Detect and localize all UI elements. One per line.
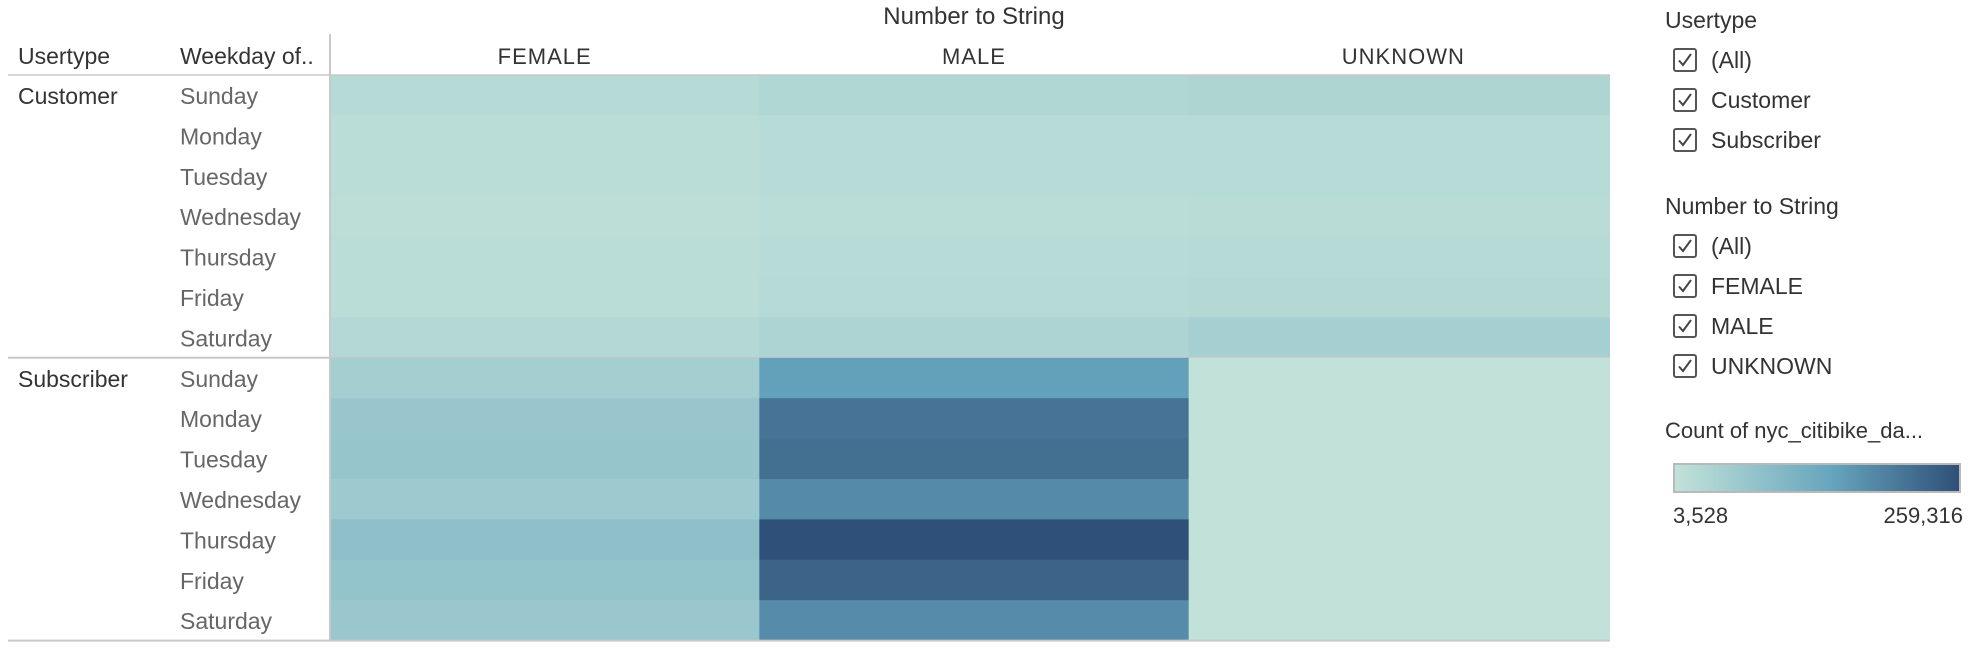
gender-filter-all[interactable]: (All) bbox=[1673, 230, 1752, 262]
row-header-weekday: Weekday of.. bbox=[180, 43, 314, 69]
weekday-label: Friday bbox=[180, 568, 244, 594]
heatmap-cell bbox=[759, 196, 1190, 238]
filter-item-label: Customer bbox=[1711, 86, 1811, 113]
heatmap-cell bbox=[1188, 317, 1610, 359]
heatmap-cell bbox=[330, 519, 760, 561]
number-to-string-filter-title: Number to String bbox=[1665, 193, 1839, 219]
heatmap-cell bbox=[1188, 559, 1610, 601]
heatmap-cell bbox=[330, 236, 760, 278]
weekday-label: Monday bbox=[180, 406, 262, 432]
heatmap-cell bbox=[759, 155, 1190, 197]
heatmap-cell bbox=[330, 398, 760, 440]
heatmap-cell bbox=[759, 236, 1190, 278]
heatmap-svg: Number to String Usertype Weekday of.. FEMA… bbox=[8, 3, 1610, 642]
heatmap-chart: Number to String Usertype Weekday of.. FEMA… bbox=[8, 3, 1610, 642]
heatmap-cell bbox=[330, 600, 760, 642]
heatmap-cell bbox=[330, 75, 760, 116]
heatmap-cell bbox=[1188, 600, 1610, 642]
weekday-label: Wednesday bbox=[180, 204, 302, 230]
filter-item-label: UNKNOWN bbox=[1711, 352, 1833, 379]
checkbox-checked-icon[interactable] bbox=[1673, 354, 1697, 378]
weekday-label: Thursday bbox=[180, 245, 276, 271]
weekday-label: Saturday bbox=[180, 325, 273, 351]
heatmap-cell bbox=[759, 398, 1190, 440]
heatmap-cell bbox=[759, 277, 1190, 318]
heatmap-cell bbox=[1188, 277, 1610, 318]
heatmap-cell bbox=[759, 317, 1190, 359]
color-legend-title: Count of nyc_citibike_da... bbox=[1665, 418, 1924, 443]
row-header-usertype: Usertype bbox=[18, 43, 110, 69]
filter-item-label: FEMALE bbox=[1711, 272, 1804, 299]
filter-item-label: MALE bbox=[1711, 312, 1774, 339]
heatmap-cell bbox=[330, 196, 760, 238]
heatmap-cell bbox=[759, 519, 1190, 561]
color-legend-ramp bbox=[1673, 463, 1961, 493]
weekday-label: Sunday bbox=[180, 83, 259, 109]
heatmap-cell bbox=[1188, 115, 1610, 157]
weekday-label: Saturday bbox=[180, 608, 273, 634]
heatmap-cell bbox=[1188, 398, 1610, 440]
weekday-label: Sunday bbox=[180, 366, 259, 392]
filter-item-label: Subscriber bbox=[1711, 126, 1821, 153]
heatmap-cell bbox=[1188, 479, 1610, 520]
usertype-label: Customer bbox=[18, 83, 118, 109]
heatmap-cell bbox=[330, 438, 760, 480]
heatmap-cell bbox=[330, 559, 760, 601]
usertype-filter-all[interactable]: (All) bbox=[1673, 44, 1752, 76]
heatmap-cell bbox=[1188, 438, 1610, 480]
column-label: MALE bbox=[942, 44, 1006, 69]
color-legend-max: 259,316 bbox=[1883, 503, 1963, 528]
heatmap-cell bbox=[759, 357, 1190, 399]
heatmap-cell bbox=[1188, 357, 1610, 399]
usertype-filter-title: Usertype bbox=[1665, 7, 1758, 33]
heatmap-cell bbox=[330, 115, 760, 157]
column-label: FEMALE bbox=[498, 44, 592, 69]
usertype-label: Subscriber bbox=[18, 366, 128, 392]
checkbox-checked-icon[interactable] bbox=[1673, 314, 1697, 338]
weekday-label: Monday bbox=[180, 123, 262, 149]
weekday-label: Friday bbox=[180, 285, 244, 311]
heatmap-cell bbox=[1188, 236, 1610, 278]
usertype-filter-subscriber[interactable]: Subscriber bbox=[1673, 124, 1821, 156]
filters-panel: Usertype (All) Customer Subscriber Numbe… bbox=[1665, 0, 1965, 650]
heatmap-cell bbox=[759, 75, 1190, 116]
heatmap-cell bbox=[759, 438, 1190, 480]
checkbox-checked-icon[interactable] bbox=[1673, 48, 1697, 72]
filter-item-label: (All) bbox=[1711, 232, 1752, 259]
weekday-label: Wednesday bbox=[180, 487, 302, 513]
checkbox-checked-icon[interactable] bbox=[1673, 88, 1697, 112]
column-header-title: Number to String bbox=[883, 3, 1064, 30]
usertype-filter-customer[interactable]: Customer bbox=[1673, 84, 1811, 116]
heatmap-cell bbox=[1188, 155, 1610, 197]
weekday-label: Thursday bbox=[180, 527, 276, 553]
filter-item-label: (All) bbox=[1711, 46, 1752, 73]
heatmap-cell bbox=[759, 479, 1190, 520]
heatmap-cell bbox=[330, 479, 760, 520]
gender-filter-unknown[interactable]: UNKNOWN bbox=[1673, 350, 1832, 382]
gender-filter-male[interactable]: MALE bbox=[1673, 310, 1774, 342]
weekday-label: Tuesday bbox=[180, 164, 268, 190]
heatmap-cell bbox=[330, 155, 760, 197]
heatmap-cell bbox=[759, 600, 1190, 642]
color-legend-min: 3,528 bbox=[1673, 503, 1729, 528]
checkbox-checked-icon[interactable] bbox=[1673, 234, 1697, 258]
heatmap-cell bbox=[759, 115, 1190, 157]
heatmap-cell bbox=[330, 317, 760, 359]
heatmap-cell bbox=[1188, 75, 1610, 116]
weekday-label: Tuesday bbox=[180, 447, 268, 473]
heatmap-cell bbox=[1188, 519, 1610, 561]
heatmap-cell bbox=[330, 357, 760, 399]
heatmap-cell bbox=[330, 277, 760, 318]
checkbox-checked-icon[interactable] bbox=[1673, 128, 1697, 152]
gender-filter-female[interactable]: FEMALE bbox=[1673, 270, 1803, 302]
heatmap-cell bbox=[1188, 196, 1610, 238]
heatmap-cell bbox=[759, 559, 1190, 601]
column-label: UNKNOWN bbox=[1342, 44, 1465, 69]
checkbox-checked-icon[interactable] bbox=[1673, 274, 1697, 298]
